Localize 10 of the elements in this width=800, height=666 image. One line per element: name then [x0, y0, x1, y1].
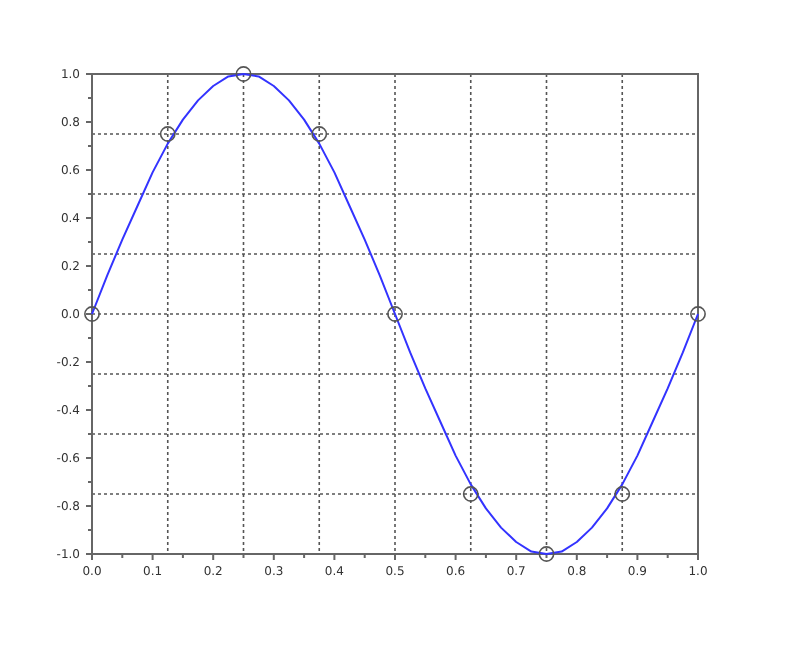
line-series — [91, 73, 699, 555]
point — [690, 306, 706, 322]
point — [84, 306, 100, 322]
point — [387, 306, 403, 322]
point — [538, 546, 555, 562]
point — [235, 66, 252, 82]
point — [311, 126, 328, 142]
point — [614, 486, 631, 502]
point — [462, 486, 479, 502]
point — [159, 126, 176, 142]
